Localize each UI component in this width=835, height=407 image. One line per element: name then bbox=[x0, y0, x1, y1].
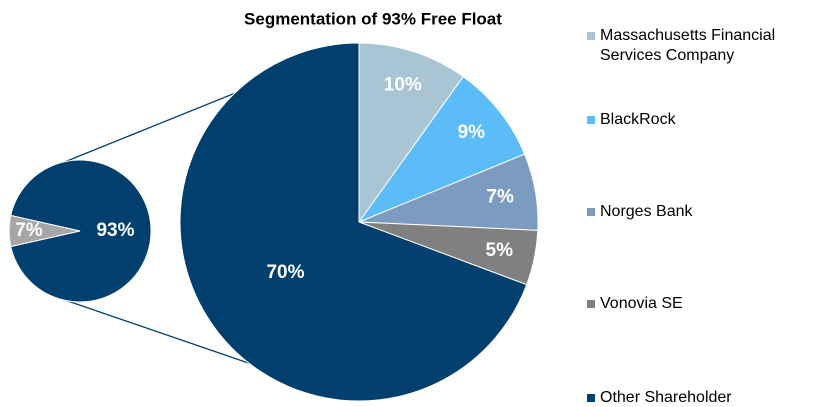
legend-item: Vonovia SE bbox=[587, 294, 827, 314]
data-label: 7% bbox=[486, 187, 514, 208]
data-label: 10% bbox=[384, 75, 422, 96]
legend-label: BlackRock bbox=[600, 111, 676, 128]
legend-swatch bbox=[587, 208, 595, 216]
data-label: 5% bbox=[486, 240, 514, 261]
legend-label: Norges Bank bbox=[600, 203, 693, 220]
legend-item: Other Shareholder bbox=[587, 388, 827, 407]
data-label: 93% bbox=[96, 220, 134, 241]
pie-slice bbox=[179, 42, 528, 402]
pie-slice bbox=[10, 159, 152, 303]
legend-swatch bbox=[587, 32, 595, 40]
legend-swatch bbox=[587, 300, 595, 308]
data-label: 9% bbox=[458, 122, 486, 143]
pie-slice bbox=[357, 75, 526, 224]
legend-item: BlackRock bbox=[587, 110, 827, 130]
legend-item: Norges Bank bbox=[587, 202, 827, 222]
chart-title: Segmentation of 93% Free Float bbox=[244, 9, 502, 28]
legend-label: Vonovia SE bbox=[600, 295, 683, 312]
pie-slice bbox=[8, 214, 81, 248]
data-label: 70% bbox=[266, 262, 304, 283]
legend-label: Massachusetts Financial Services Company bbox=[600, 27, 776, 64]
data-label: 7% bbox=[15, 220, 43, 241]
legend-swatch bbox=[587, 116, 595, 124]
legend-label: Other Shareholder bbox=[600, 389, 732, 406]
legend-item: Massachusetts Financial Services Company bbox=[587, 26, 827, 66]
legend-swatch bbox=[587, 394, 595, 402]
pie-slice bbox=[358, 42, 465, 224]
